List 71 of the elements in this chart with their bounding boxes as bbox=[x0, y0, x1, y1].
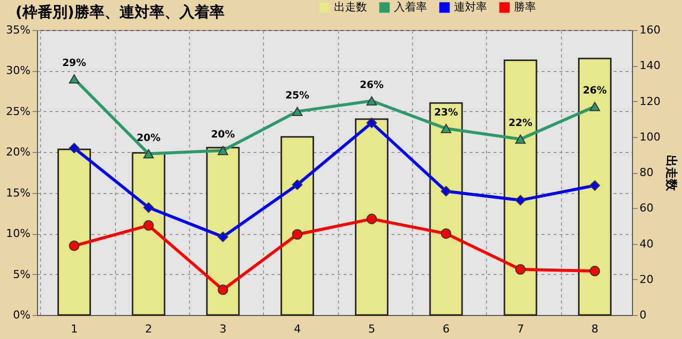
y-tick-label: 10% bbox=[6, 227, 30, 240]
bar bbox=[504, 60, 538, 316]
y2-tick-label: 0 bbox=[640, 308, 646, 322]
point bbox=[515, 264, 526, 275]
y2-tick-label: 160 bbox=[640, 24, 660, 36]
point bbox=[218, 146, 228, 156]
point bbox=[366, 96, 377, 106]
point bbox=[440, 186, 452, 196]
point bbox=[218, 284, 228, 295]
y2-tick-label: 60 bbox=[640, 202, 654, 215]
point bbox=[68, 240, 80, 252]
point bbox=[590, 180, 600, 191]
data-label: 26% bbox=[582, 86, 607, 97]
bar bbox=[429, 102, 463, 316]
y-tick-label: 0% bbox=[13, 308, 30, 322]
point bbox=[366, 214, 377, 224]
point bbox=[440, 228, 452, 239]
y2-tick-label: 80 bbox=[640, 166, 654, 179]
bar bbox=[206, 146, 240, 316]
point bbox=[68, 142, 80, 154]
data-label: 20% bbox=[210, 130, 235, 141]
point bbox=[68, 74, 80, 84]
data-label: 25% bbox=[285, 90, 310, 102]
bar bbox=[354, 118, 388, 316]
y-tick-label: 35% bbox=[6, 24, 30, 36]
point bbox=[143, 220, 154, 231]
point bbox=[143, 149, 154, 158]
x-tick-label: 5 bbox=[368, 322, 376, 336]
bar bbox=[57, 148, 91, 316]
x-tick-label: 2 bbox=[145, 322, 152, 336]
y2-tick-label: 100 bbox=[640, 130, 660, 144]
x-tick-label: 6 bbox=[442, 322, 450, 336]
legend-label: 連対率 bbox=[454, 0, 487, 14]
point bbox=[143, 202, 154, 213]
point bbox=[515, 134, 526, 144]
data-label: 26% bbox=[360, 80, 384, 91]
bar bbox=[280, 136, 314, 316]
x-tick-label: 1 bbox=[70, 322, 78, 336]
bar bbox=[132, 152, 166, 316]
data-label: 23% bbox=[434, 108, 458, 119]
point bbox=[292, 229, 303, 240]
legend-label: 出走数 bbox=[334, 0, 367, 14]
y-tick-label: 30% bbox=[6, 64, 30, 78]
y-tick-label: 15% bbox=[6, 186, 30, 200]
chart-title: (枠番別)勝率、連対率、入着率 bbox=[16, 3, 224, 21]
legend-label: 入着率 bbox=[394, 0, 427, 14]
y2-tick-label: 140 bbox=[640, 59, 660, 72]
y2-tick-label: 120 bbox=[640, 94, 660, 108]
x-tick-label: 7 bbox=[516, 322, 524, 336]
data-label: 22% bbox=[508, 118, 532, 130]
x-tick-label: 4 bbox=[294, 322, 301, 336]
y2-axis-title: 出走数 bbox=[664, 155, 678, 192]
y-tick-label: 25% bbox=[6, 104, 30, 118]
y2-tick-label: 40 bbox=[640, 237, 654, 250]
y2-tick-label: 20 bbox=[640, 272, 654, 286]
point bbox=[292, 179, 303, 190]
y-tick-label: 5% bbox=[13, 268, 30, 281]
y-tick-label: 20% bbox=[6, 146, 30, 159]
data-label: 20% bbox=[136, 132, 161, 144]
data-label: 29% bbox=[62, 58, 86, 69]
x-tick-label: 8 bbox=[591, 322, 598, 336]
point bbox=[292, 106, 303, 116]
point bbox=[590, 102, 600, 112]
point bbox=[590, 266, 600, 276]
point bbox=[440, 124, 452, 134]
legend-label: 勝率 bbox=[514, 0, 536, 14]
point bbox=[366, 118, 377, 128]
point bbox=[218, 232, 228, 242]
point bbox=[515, 194, 526, 206]
bar bbox=[578, 58, 612, 316]
x-tick-label: 3 bbox=[219, 322, 226, 336]
